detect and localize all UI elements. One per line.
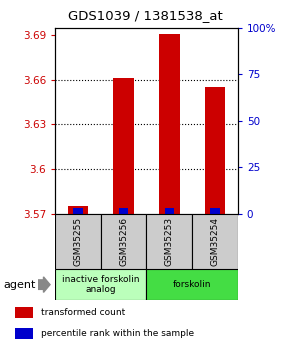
- Text: GSM35256: GSM35256: [119, 217, 128, 266]
- Bar: [192, 214, 238, 269]
- Text: GSM35253: GSM35253: [165, 217, 174, 266]
- Text: transformed count: transformed count: [41, 308, 125, 317]
- Bar: [68, 206, 88, 214]
- Bar: [113, 78, 134, 214]
- Text: agent: agent: [3, 280, 35, 289]
- Bar: [159, 33, 180, 214]
- Text: GSM35255: GSM35255: [73, 217, 82, 266]
- Bar: [55, 214, 101, 269]
- Bar: [210, 208, 220, 214]
- Text: inactive forskolin
analog: inactive forskolin analog: [62, 275, 139, 294]
- Text: percentile rank within the sample: percentile rank within the sample: [41, 329, 194, 338]
- Bar: [73, 208, 83, 214]
- Bar: [146, 269, 238, 300]
- Bar: [14, 307, 33, 318]
- Bar: [146, 214, 192, 269]
- Bar: [119, 208, 128, 214]
- FancyArrow shape: [38, 277, 50, 293]
- Bar: [55, 269, 146, 300]
- Bar: [101, 214, 146, 269]
- Text: GDS1039 / 1381538_at: GDS1039 / 1381538_at: [68, 9, 222, 22]
- Bar: [205, 87, 225, 214]
- Bar: [14, 328, 33, 339]
- Text: forskolin: forskolin: [173, 280, 211, 289]
- Text: GSM35254: GSM35254: [211, 217, 220, 266]
- Bar: [165, 208, 174, 214]
